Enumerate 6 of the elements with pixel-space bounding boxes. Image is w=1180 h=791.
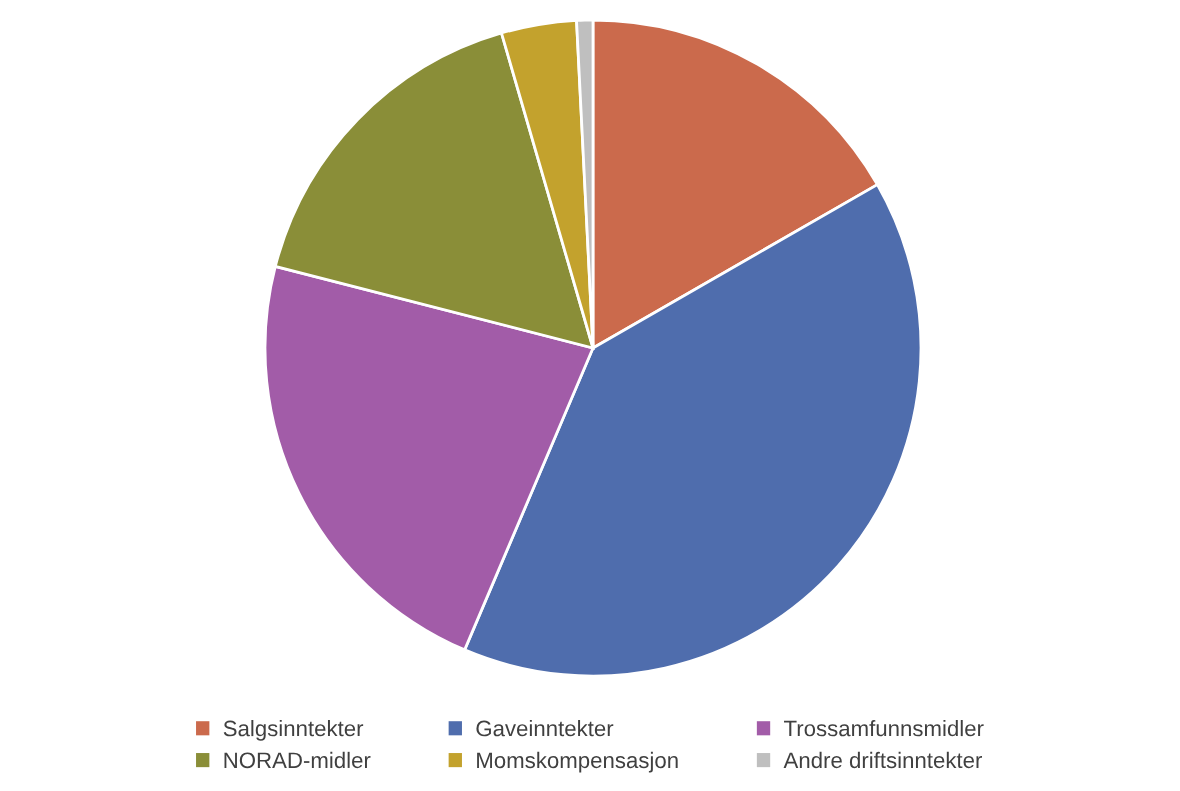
legend-label: Momskompensasjon <box>477 751 678 773</box>
legend-label: Salgsinntekter <box>223 720 364 741</box>
legend-label: Gaveinntekter <box>476 720 614 737</box>
legend-label: NORAD-midler <box>224 751 371 769</box>
legend-label: Andre driftsinntekter <box>783 751 983 769</box>
legend-label: Trossamfunnsmidler <box>784 720 984 737</box>
